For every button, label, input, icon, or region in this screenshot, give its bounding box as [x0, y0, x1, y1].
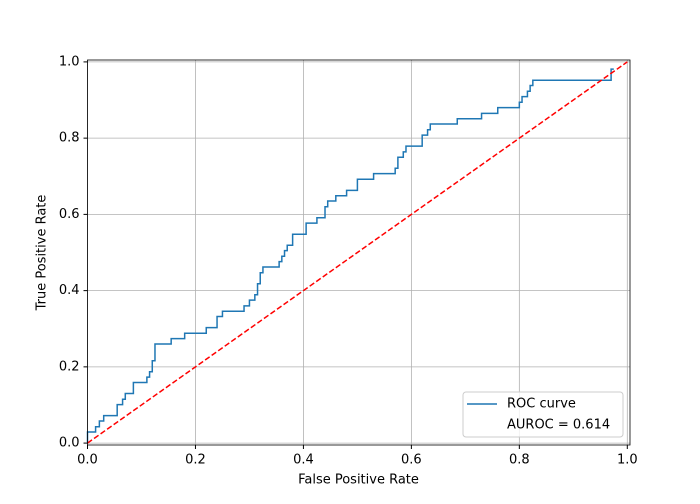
x-axis-label: False Positive Rate: [298, 473, 419, 488]
series-line: [87, 61, 628, 444]
series-line: [86, 68, 614, 444]
legend-box: [462, 391, 624, 438]
y-tick-label: 0.4: [59, 283, 80, 298]
x-tick-label: 0.2: [185, 453, 206, 468]
x-tick-label: 0.0: [77, 453, 98, 468]
y-tick-label: 0.8: [59, 131, 80, 146]
x-tick-label: 1.0: [617, 453, 638, 468]
legend-annotation: AUROC = 0.614: [507, 418, 610, 433]
y-tick-label: 0.0: [59, 436, 80, 451]
x-tick-label: 0.4: [293, 453, 314, 468]
x-tick-label: 0.6: [401, 453, 422, 468]
y-tick-label: 1.0: [59, 54, 80, 69]
y-tick-label: 0.2: [59, 359, 80, 374]
y-tick-label: 0.6: [59, 207, 80, 222]
x-tick-label: 0.8: [509, 453, 530, 468]
legend-label: ROC curve: [507, 397, 576, 412]
y-axis-label: True Positive Rate: [35, 195, 50, 312]
plot-frame: [87, 59, 631, 446]
